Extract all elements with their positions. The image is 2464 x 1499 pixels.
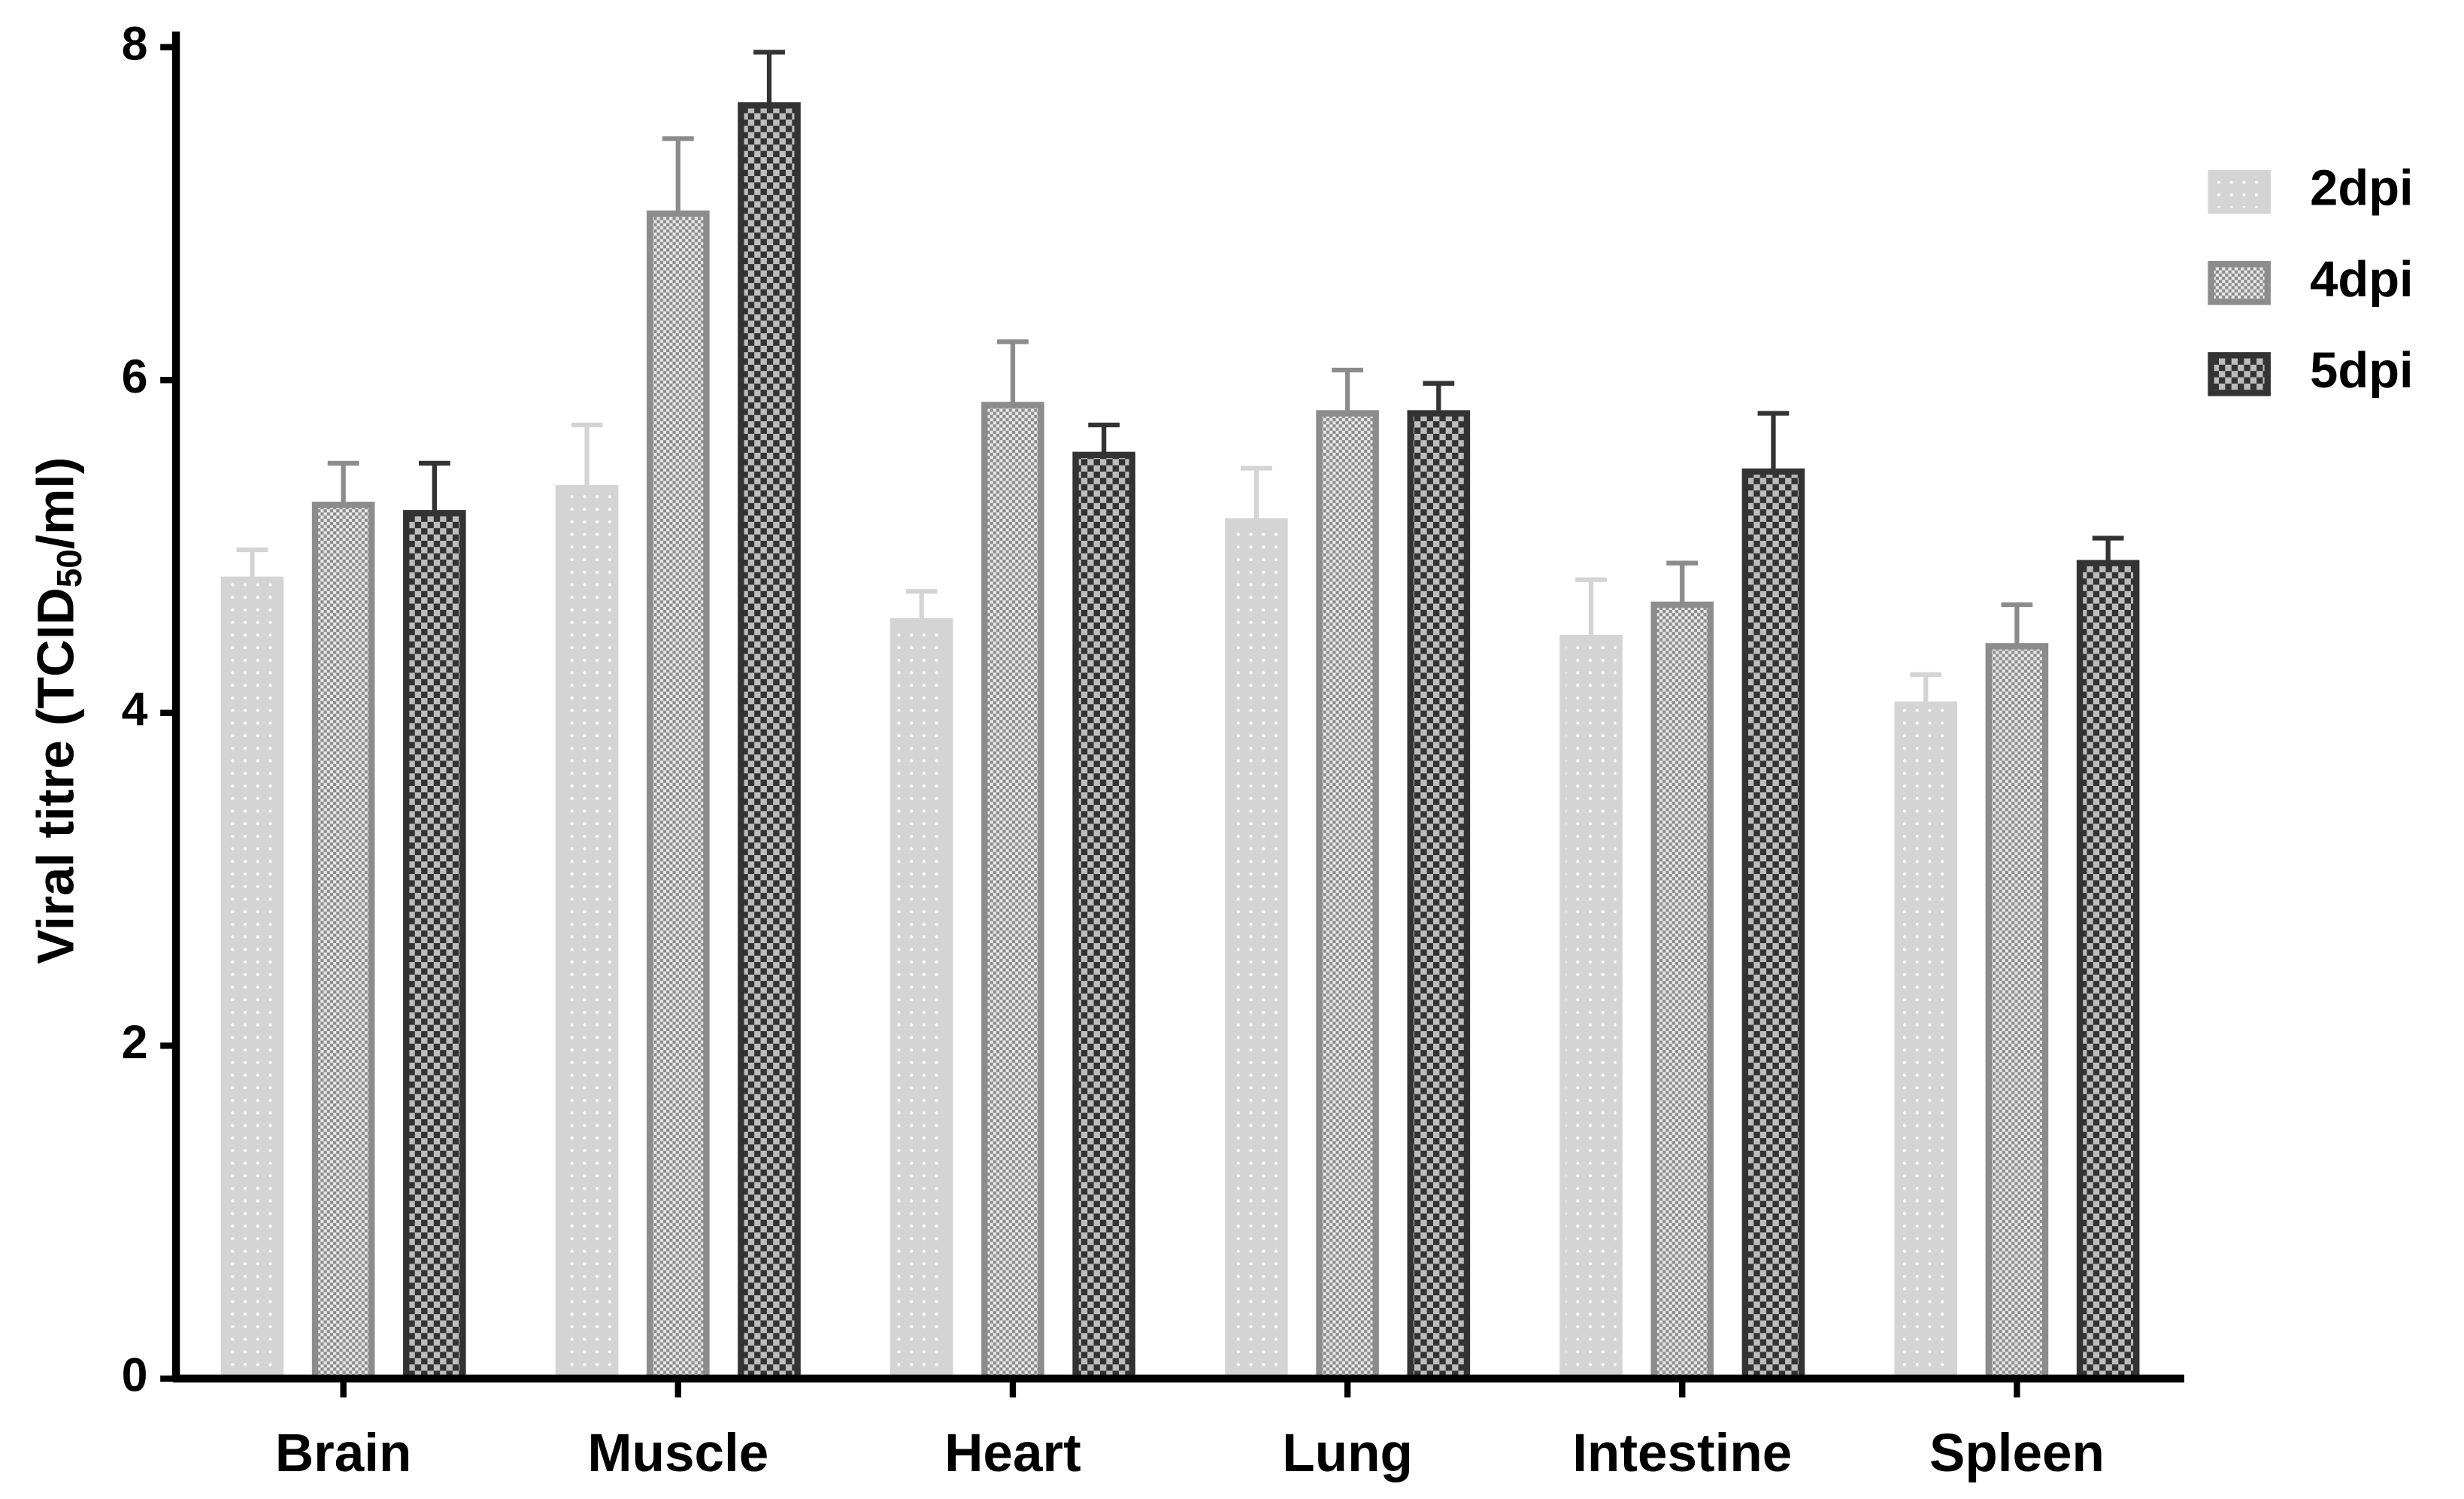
x-tick-label: Lung [1282, 1424, 1413, 1483]
y-tick-label: 4 [122, 683, 148, 736]
bar [1072, 451, 1135, 1382]
y-tick-label: 8 [122, 17, 148, 70]
bar [1559, 635, 1623, 1382]
bar [1650, 601, 1714, 1382]
bar [981, 402, 1044, 1382]
bar [647, 210, 710, 1382]
bar [1741, 468, 1805, 1382]
bar [2076, 560, 2140, 1382]
bar [890, 618, 953, 1382]
bar [1316, 410, 1379, 1382]
bar [1407, 410, 1471, 1382]
legend-swatch [2208, 352, 2271, 396]
legend-swatch [2208, 260, 2271, 305]
x-tick-label: Heart [944, 1424, 1081, 1483]
legend-swatch [2208, 169, 2271, 214]
x-tick-label: Spleen [1929, 1424, 2105, 1483]
y-axis-title-suffix: /ml) [27, 457, 85, 549]
y-tick-label: 6 [122, 350, 148, 403]
bar [555, 484, 619, 1382]
bar [738, 102, 801, 1382]
y-tick-label: 2 [122, 1016, 148, 1069]
x-tick-label: Muscle [587, 1424, 768, 1483]
legend-label: 5dpi [2310, 342, 2413, 399]
bar [1225, 518, 1288, 1382]
bar [1894, 701, 1957, 1382]
bar [311, 502, 375, 1382]
bar [220, 576, 284, 1382]
bar [403, 510, 466, 1382]
x-tick-label: Brain [275, 1424, 412, 1483]
y-axis-title-subscript: 50 [50, 549, 89, 587]
bar [1985, 643, 2049, 1382]
legend-label: 4dpi [2310, 251, 2413, 308]
y-axis-title: Viral titre (TCID50/ml) [27, 457, 89, 963]
y-axis-title-main: Viral titre (TCID [27, 587, 85, 964]
y-tick-label: 0 [122, 1349, 148, 1401]
legend-label: 2dpi [2310, 160, 2413, 217]
x-tick-label: Intestine [1572, 1424, 1792, 1483]
